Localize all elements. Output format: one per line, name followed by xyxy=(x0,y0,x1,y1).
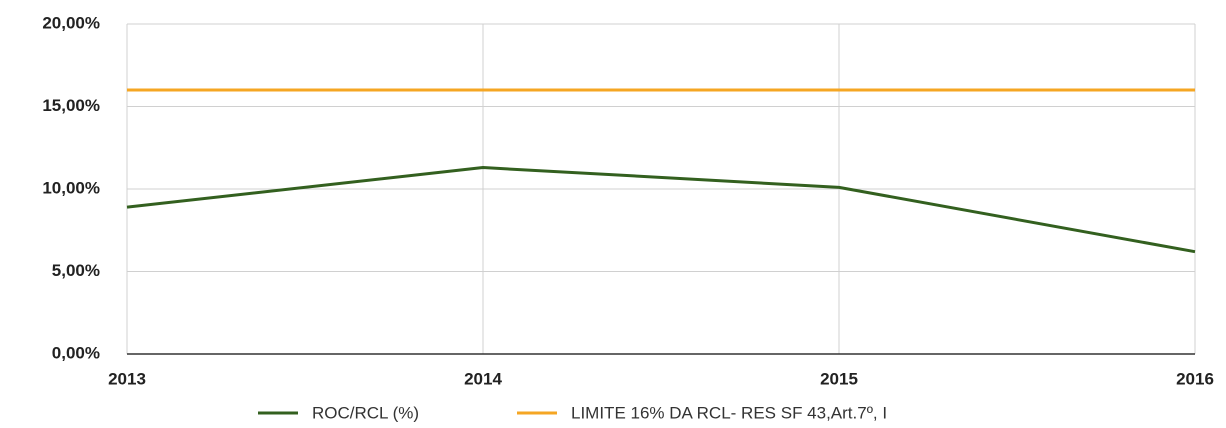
x-tick-label: 2014 xyxy=(464,369,502,388)
series-line xyxy=(126,166,1196,254)
y-tick-label: 15,00% xyxy=(42,96,100,115)
y-tick-label: 10,00% xyxy=(42,178,100,197)
y-tick-label: 5,00% xyxy=(52,261,100,280)
x-tick-label: 2013 xyxy=(108,369,146,388)
y-tick-label: 20,00% xyxy=(42,13,100,32)
x-tick-label: 2016 xyxy=(1176,369,1214,388)
legend-label: LIMITE 16% DA RCL- RES SF 43,Art.7º, I xyxy=(571,403,887,422)
legend-label: ROC/RCL (%) xyxy=(312,403,419,422)
y-tick-label: 0,00% xyxy=(52,343,100,362)
x-tick-label: 2015 xyxy=(820,369,858,388)
